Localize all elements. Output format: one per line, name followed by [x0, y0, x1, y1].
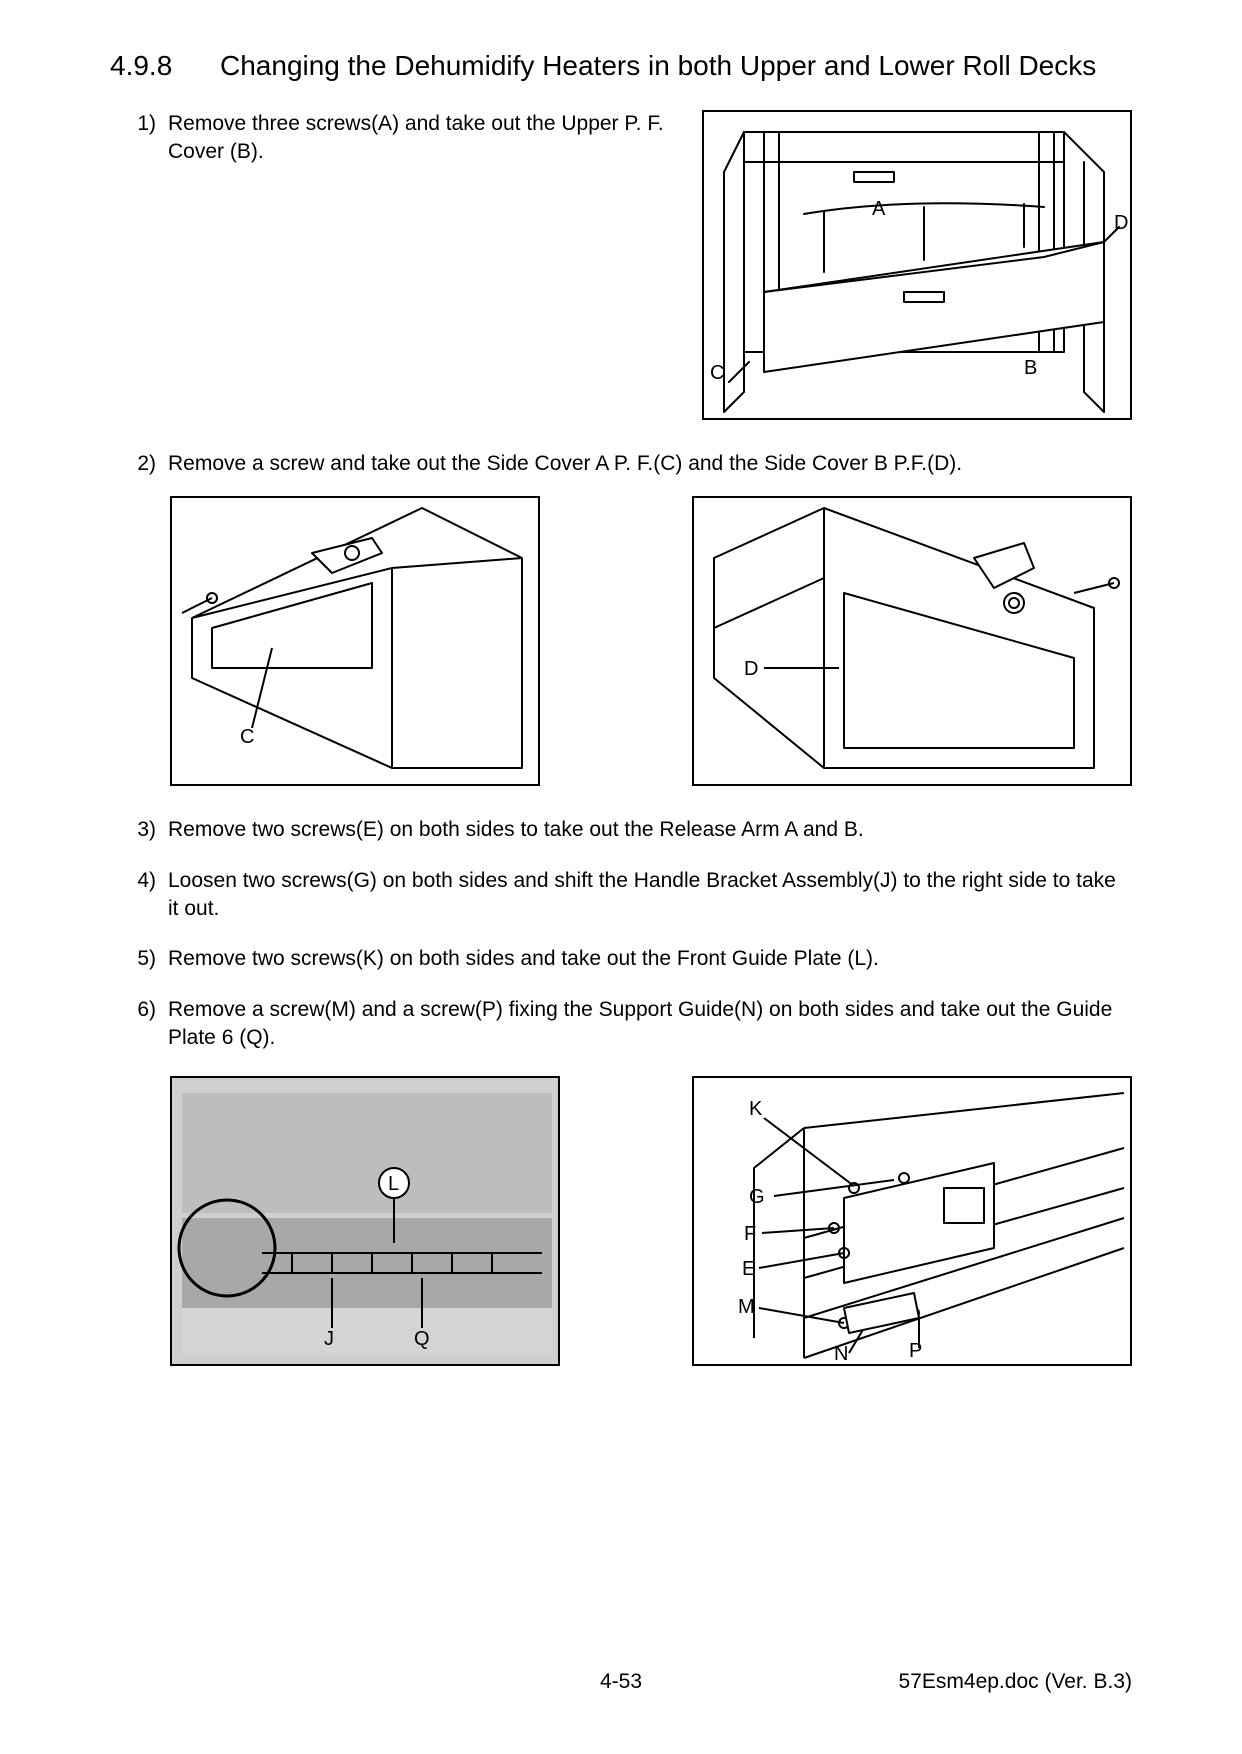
step-num: 5)	[130, 945, 156, 973]
figure-5: K G F E M N P	[692, 1076, 1132, 1366]
figure-3: D	[692, 496, 1132, 786]
label-F: F	[744, 1223, 756, 1246]
label-L: L	[388, 1173, 399, 1196]
step-text: Remove three screws(A) and take out the …	[168, 110, 682, 167]
step-text: Remove two screws(K) on both sides and t…	[168, 945, 1132, 973]
label-Q: Q	[414, 1328, 430, 1351]
step-num: 2)	[130, 450, 156, 478]
label-D: D	[744, 658, 758, 681]
section-heading: 4.9.8 Changing the Dehumidify Heaters in…	[110, 50, 1132, 82]
step-5: 5) Remove two screws(K) on both sides an…	[130, 945, 1132, 973]
step-4: 4) Loosen two screws(G) on both sides an…	[130, 867, 1132, 924]
section-number: 4.9.8	[110, 50, 190, 82]
label-K: K	[749, 1098, 762, 1121]
label-C: C	[240, 726, 254, 749]
step-3: 3) Remove two screws(E) on both sides to…	[130, 816, 1132, 844]
step-num: 1)	[130, 110, 156, 167]
label-E: E	[742, 1258, 755, 1281]
label-C: C	[710, 362, 724, 385]
step-num: 4)	[130, 867, 156, 924]
label-B: B	[1024, 357, 1037, 380]
label-J: J	[324, 1328, 334, 1351]
step-text: Loosen two screws(G) on both sides and s…	[168, 867, 1132, 924]
section-title: Changing the Dehumidify Heaters in both …	[220, 50, 1096, 82]
step-2: 2) Remove a screw and take out the Side …	[130, 450, 1132, 478]
page-footer: 4-53 57Esm4ep.doc (Ver. B.3)	[110, 1670, 1132, 1694]
figure-1: A B C D	[702, 110, 1132, 420]
label-G: G	[749, 1186, 765, 1209]
step-text: Remove a screw(M) and a screw(P) fixing …	[168, 996, 1132, 1053]
step-6: 6) Remove a screw(M) and a screw(P) fixi…	[130, 996, 1132, 1053]
label-P: P	[909, 1340, 922, 1363]
label-A: A	[872, 198, 885, 221]
page-number: 4-53	[600, 1670, 642, 1694]
label-M: M	[738, 1296, 755, 1319]
figure-2: C	[170, 496, 540, 786]
doc-version: 57Esm4ep.doc (Ver. B.3)	[899, 1670, 1132, 1694]
step-text: Remove two screws(E) on both sides to ta…	[168, 816, 1132, 844]
step-1: 1) Remove three screws(A) and take out t…	[130, 110, 682, 167]
step-num: 6)	[130, 996, 156, 1053]
step-text: Remove a screw and take out the Side Cov…	[168, 450, 1132, 478]
label-N: N	[834, 1343, 848, 1366]
figure-4-photo: L J Q	[170, 1076, 560, 1366]
label-D: D	[1114, 212, 1128, 235]
step-num: 3)	[130, 816, 156, 844]
